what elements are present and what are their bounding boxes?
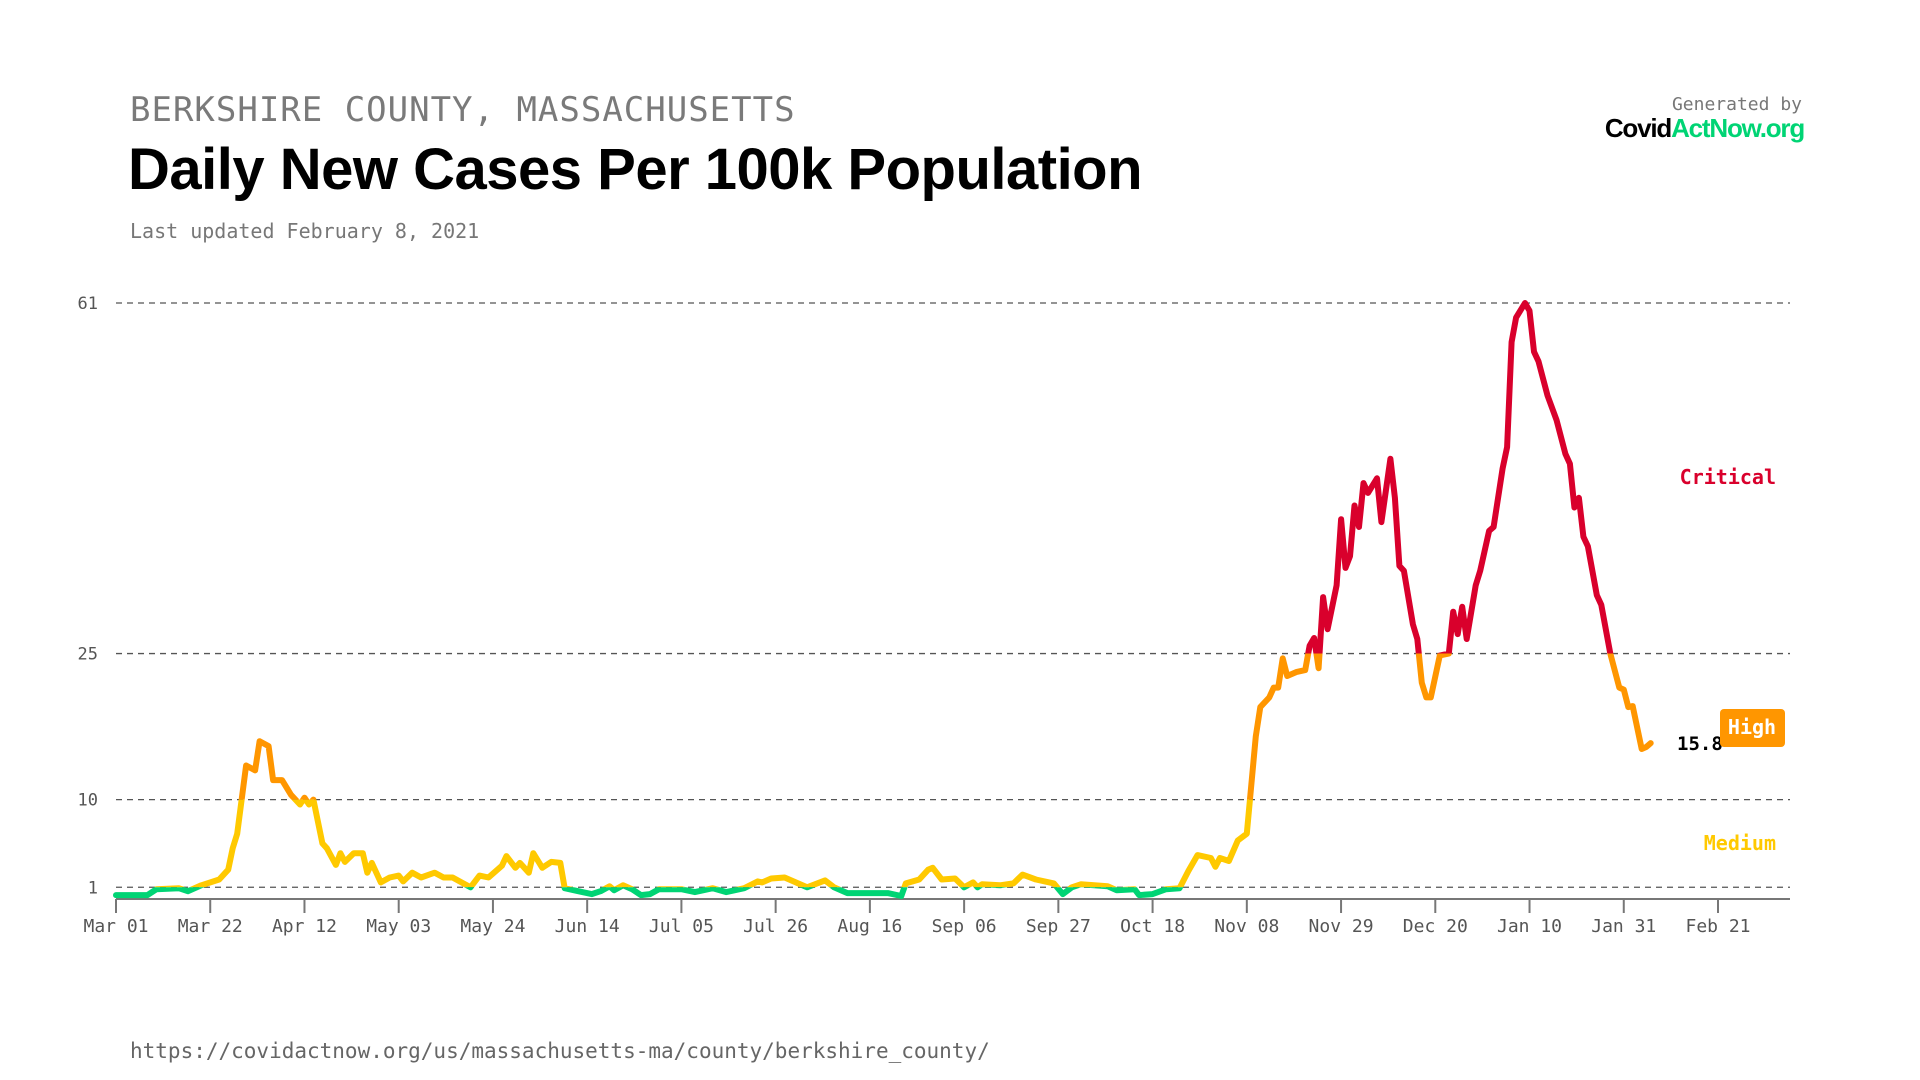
- x-tick-label: Feb 21: [1685, 916, 1750, 937]
- x-tick-label: Sep 06: [932, 916, 997, 937]
- y-tick-label: 25: [78, 645, 98, 665]
- zone-badge-high: [1720, 709, 1785, 747]
- x-tick-label: May 24: [460, 916, 525, 937]
- generated-by-label: Generated by: [1671, 94, 1802, 115]
- x-tick-label: Oct 18: [1120, 916, 1185, 937]
- series-line-medium: [153, 799, 1253, 888]
- x-tick-label: Nov 08: [1214, 916, 1279, 937]
- x-tick-label: May 03: [366, 916, 431, 937]
- x-tick-label: Apr 12: [272, 916, 337, 937]
- logo-part-actnow: ActNow.org: [1671, 113, 1805, 143]
- covidactnow-logo: CovidActNow.org: [1604, 113, 1805, 144]
- y-tick-label: 1: [88, 878, 98, 898]
- series-line-low: [113, 887, 1184, 899]
- source-url[interactable]: https://covidactnow.org/us/massachusetts…: [130, 1039, 990, 1063]
- x-tick-label: Dec 20: [1403, 916, 1468, 937]
- x-tick-label: Sep 27: [1026, 916, 1091, 937]
- x-tick-label: Jul 26: [743, 916, 808, 937]
- x-tick-label: Jul 05: [649, 916, 714, 937]
- logo-part-covid: Covid: [1604, 113, 1672, 143]
- zone-label-medium: Medium: [1704, 831, 1776, 855]
- x-tick-label: Jun 14: [555, 916, 620, 937]
- chart-title: Daily New Cases Per 100k Population: [128, 137, 1143, 202]
- current-value-label: 15.8: [1677, 733, 1723, 755]
- series-line-high: [238, 653, 1654, 800]
- x-tick-label: Mar 01: [83, 916, 148, 937]
- series-line-critical: [1305, 300, 1614, 654]
- last-updated: Last updated February 8, 2021: [130, 219, 480, 243]
- zone-label-high: High: [1728, 715, 1776, 739]
- zone-label-critical: Critical: [1680, 465, 1776, 489]
- y-tick-label: 61: [78, 294, 98, 314]
- x-tick-label: Jan 31: [1591, 916, 1656, 937]
- x-tick-label: Nov 29: [1309, 916, 1374, 937]
- x-tick-label: Mar 22: [178, 916, 243, 937]
- region-subtitle: BERKSHIRE COUNTY, MASSACHUSETTS: [130, 90, 796, 130]
- x-tick-label: Aug 16: [837, 916, 902, 937]
- y-tick-label: 10: [78, 791, 98, 811]
- x-tick-label: Jan 10: [1497, 916, 1562, 937]
